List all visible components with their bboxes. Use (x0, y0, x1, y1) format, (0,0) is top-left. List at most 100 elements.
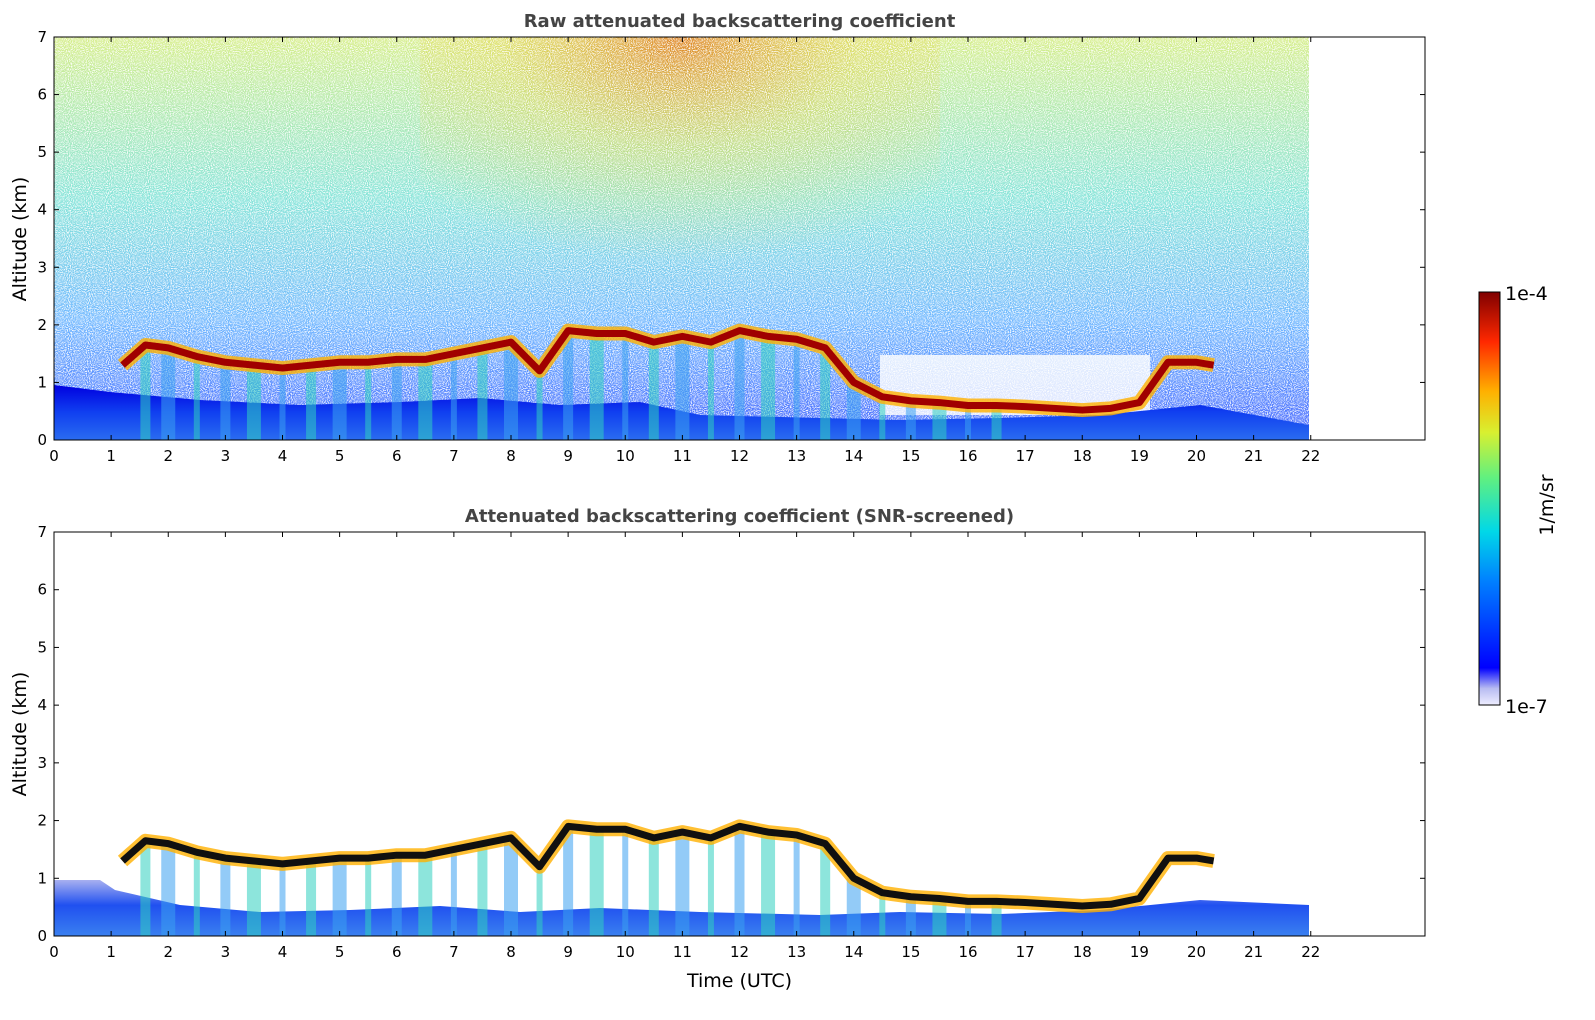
plume-streak (905, 896, 916, 936)
plume-streak (879, 396, 886, 440)
plume-streak (965, 405, 971, 440)
y-axis-label-screened: Altitude (km) (9, 672, 31, 797)
x-tick-label: 5 (335, 943, 345, 961)
plume-streak (161, 347, 176, 440)
plume-streak (734, 330, 745, 440)
plume-streak (707, 342, 714, 440)
y-axis-label-raw: Altitude (km) (9, 177, 31, 302)
x-tick-label: 3 (221, 943, 231, 961)
x-tick-label: 12 (730, 943, 749, 961)
plume-streak (536, 866, 543, 936)
y-tick-label: 0 (37, 431, 47, 449)
plume-streak (279, 863, 286, 936)
x-tick-label: 13 (787, 447, 806, 465)
y-tick-label: 4 (37, 201, 47, 219)
x-tick-label: 12 (730, 447, 749, 465)
plume-streak (563, 826, 574, 936)
plume-streak (220, 858, 231, 936)
cloud-layer-core (120, 822, 1215, 910)
x-tick-label: 8 (506, 447, 516, 465)
x-tick-label: 7 (449, 943, 459, 961)
plume-streak (820, 347, 831, 440)
y-tick-label: 6 (37, 86, 47, 104)
plume-streak (477, 843, 488, 936)
y-tick-label: 2 (37, 316, 47, 334)
x-tick-label: 5 (335, 447, 345, 465)
panel-raw: Raw attenuated backscattering coefficien… (9, 11, 1426, 465)
x-tick-label: 1 (106, 943, 116, 961)
x-ticks-raw: 0 1 2 3 4 5 6 7 8 9 10 11 12 13 14 15 16 17 18 19 20 21 22 (49, 37, 1320, 465)
x-tick-label: 14 (844, 447, 863, 465)
x-tick-label: 21 (1244, 447, 1263, 465)
x-tick-label: 7 (449, 447, 459, 465)
y-tick-label: 5 (37, 638, 47, 656)
plume-streak (140, 840, 151, 936)
x-tick-label: 17 (1016, 943, 1035, 961)
plume-streak (675, 832, 690, 936)
plume-streak (793, 835, 800, 936)
x-tick-label: 0 (49, 943, 59, 961)
plume-streak (932, 898, 947, 936)
plume-streak (332, 362, 347, 440)
x-tick-label: 18 (1073, 943, 1092, 961)
x-tick-label: 20 (1187, 943, 1206, 961)
x-tick-label: 14 (844, 943, 863, 961)
x-tick-label: 9 (563, 447, 573, 465)
plume-streak (306, 365, 317, 440)
colorbar-min-label: 1e-7 (1505, 696, 1548, 718)
x-tick-label: 13 (787, 943, 806, 961)
colorbar-unit-label: 1/m/sr (1536, 474, 1558, 535)
x-tick-label: 22 (1301, 943, 1320, 961)
x-tick-label: 21 (1244, 943, 1263, 961)
x-tick-label: 10 (616, 447, 635, 465)
x-tick-label: 16 (958, 447, 977, 465)
panel-screened: Attenuated backscattering coefficient (S… (9, 506, 1426, 992)
x-ticks-screened: 0 1 2 3 4 5 6 7 8 9 10 11 12 13 14 15 16 17 18 19 20 21 22 (49, 532, 1320, 961)
plume-streak (622, 829, 629, 936)
plume-streak (563, 330, 574, 440)
plume-streak (761, 832, 776, 936)
plume-streak (879, 892, 886, 936)
y-tick-label: 3 (37, 754, 47, 772)
panel-title-raw: Raw attenuated backscattering coefficien… (524, 11, 956, 32)
plume-streak (193, 356, 200, 440)
cloud-layer-core (120, 327, 1215, 414)
plume-streak (622, 333, 629, 440)
x-axis-label-screened: Time (UTC) (686, 970, 792, 992)
plume-streak (332, 858, 347, 936)
y-tick-label: 4 (37, 696, 47, 714)
colorbar: 1e-4 1e-7 1/m/sr (1478, 283, 1558, 718)
plume-streak (140, 345, 151, 440)
x-tick-label: 4 (278, 447, 288, 465)
plume-streak (193, 852, 200, 936)
plume-streak (932, 402, 947, 440)
x-tick-label: 6 (392, 447, 402, 465)
plume-streak (279, 368, 286, 440)
x-tick-label: 2 (163, 943, 173, 961)
x-tick-label: 18 (1073, 447, 1092, 465)
x-tick-label: 17 (1016, 447, 1035, 465)
plume-streak (450, 353, 457, 440)
x-tick-label: 15 (901, 943, 920, 961)
x-tick-label: 3 (221, 447, 231, 465)
plume-streak (965, 901, 971, 936)
x-tick-label: 2 (163, 447, 173, 465)
x-tick-label: 15 (901, 447, 920, 465)
plume-streak (477, 347, 488, 440)
plot-area-raw (54, 37, 1309, 440)
plume-streak (365, 858, 372, 936)
cloud-layer-screened (117, 819, 1215, 913)
y-tick-label: 7 (37, 28, 47, 46)
plumes-screened (140, 826, 1002, 936)
colorbar-gradient (1478, 291, 1501, 706)
plume-streak (161, 843, 176, 936)
y-ticks-screened: 0 1 2 3 4 5 6 7 (37, 523, 1425, 945)
x-tick-label: 19 (1130, 447, 1149, 465)
x-tick-label: 16 (958, 943, 977, 961)
plume-streak (734, 826, 745, 936)
x-tick-label: 6 (392, 943, 402, 961)
plume-streak (761, 336, 776, 440)
plume-streak (846, 878, 861, 936)
plume-streak (504, 837, 518, 936)
